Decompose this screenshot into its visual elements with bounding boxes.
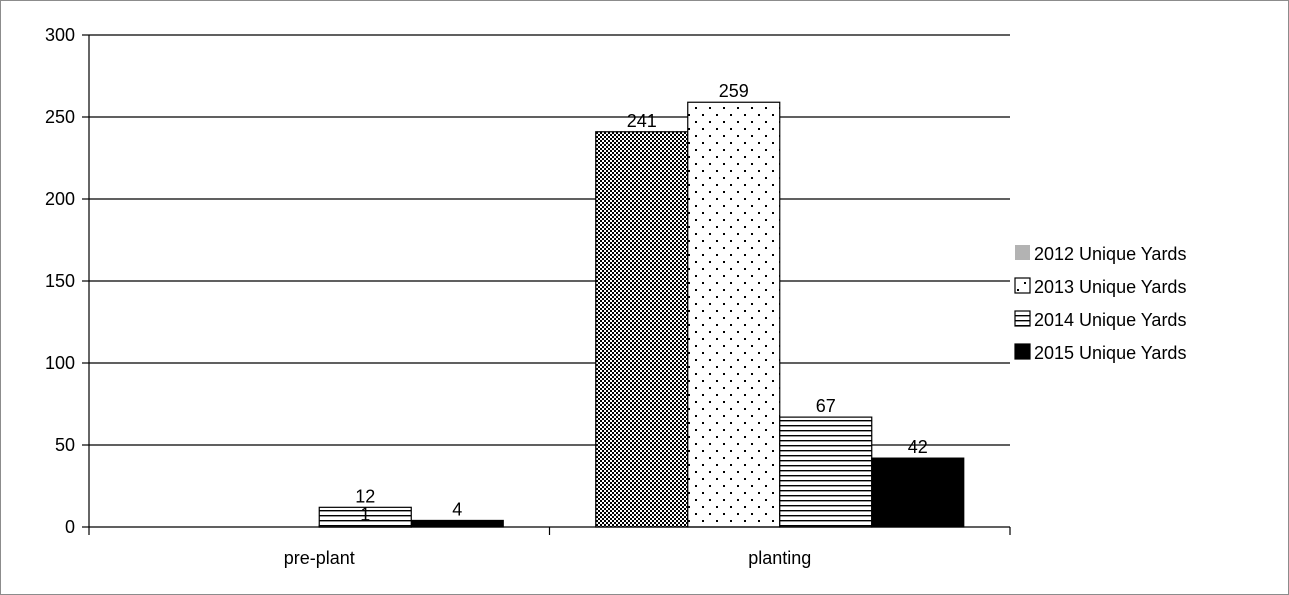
legend-swatch (1014, 343, 1031, 360)
legend-label: 2014 Unique Yards (1034, 310, 1186, 330)
legend-swatch (1015, 245, 1030, 260)
y-tick-label: 300 (45, 25, 75, 45)
data-label: 42 (908, 437, 928, 457)
data-label: 67 (816, 396, 836, 416)
data-label: 259 (719, 81, 749, 101)
y-tick-label: 200 (45, 189, 75, 209)
y-tick-label: 150 (45, 271, 75, 291)
legend: 2012 Unique Yards 2013 Unique Yards 2014 U… (1014, 244, 1186, 363)
data-label: 241 (627, 111, 657, 131)
data-label: 1 (360, 504, 370, 524)
legend-swatch (1014, 277, 1031, 294)
data-label: 12 (355, 486, 375, 506)
legend-label: 2015 Unique Yards (1034, 343, 1186, 363)
y-tick-label: 50 (55, 435, 75, 455)
legend-label: 2012 Unique Yards (1034, 244, 1186, 264)
legend-label: 2013 Unique Yards (1034, 277, 1186, 297)
bar (595, 131, 689, 528)
bar (779, 416, 873, 528)
axes: 0 50 100 150 200 250 300 pre-plant planting (45, 25, 1011, 568)
bar (410, 519, 504, 528)
data-labels: 1 241 259 67 42 12 4 (355, 81, 928, 524)
data-label: 4 (452, 499, 462, 519)
y-tick-label: 0 (65, 517, 75, 537)
bars (318, 101, 965, 528)
bar (871, 457, 965, 528)
legend-swatch (1014, 310, 1031, 327)
bar (687, 101, 781, 528)
y-tick-label: 250 (45, 107, 75, 127)
x-tick-label: pre-plant (284, 548, 355, 568)
x-tick-label: planting (748, 548, 811, 568)
y-tick-label: 100 (45, 353, 75, 373)
